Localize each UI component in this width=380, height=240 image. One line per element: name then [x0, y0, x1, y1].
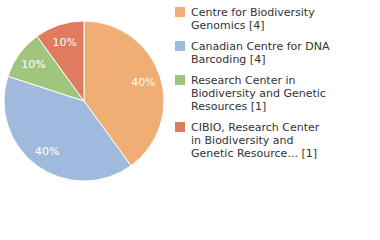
legend-swatch: [175, 7, 185, 17]
legend-label-line: Resources [1]: [191, 100, 266, 113]
legend-item: Canadian Centre for DNABarcoding [4]: [175, 40, 330, 66]
legend-item: CIBIO, Research Centerin Biodiversity an…: [175, 121, 320, 160]
data-label: 40%: [131, 76, 155, 89]
legend-label-line: Centre for Biodiversity: [191, 6, 315, 19]
legend-item: Centre for BiodiversityGenomics [4]: [175, 6, 315, 32]
data-label: 10%: [52, 36, 76, 49]
legend: Centre for BiodiversityGenomics [4] Canad…: [175, 6, 330, 160]
legend-label-line: Genomics [4]: [191, 19, 265, 32]
data-label: 40%: [35, 145, 59, 158]
pie: [4, 21, 164, 181]
legend-label-line: Genetic Resource... [1]: [191, 147, 317, 160]
legend-label: CIBIO, Research Centerin Biodiversity an…: [191, 121, 320, 160]
data-label: 10%: [21, 58, 45, 71]
legend-label-line: in Biodiversity and: [191, 134, 294, 147]
legend-swatch: [175, 75, 185, 85]
legend-label: Canadian Centre for DNABarcoding [4]: [191, 40, 330, 66]
legend-label: Centre for BiodiversityGenomics [4]: [191, 6, 315, 32]
legend-swatch: [175, 41, 185, 51]
chart: 40% 40% 10% 10% Centre for BiodiversityGenom…: [0, 0, 380, 240]
legend-label-line: Biodiversity and Genetic: [191, 87, 326, 100]
legend-label-line: CIBIO, Research Center: [191, 121, 320, 134]
legend-label-line: Canadian Centre for DNA: [191, 40, 330, 53]
legend-label: Research Center inBiodiversity and Genet…: [191, 74, 326, 113]
data-labels: 40% 40% 10% 10%: [21, 36, 155, 159]
legend-label-line: Research Center in: [191, 74, 296, 87]
legend-item: Research Center inBiodiversity and Genet…: [175, 74, 326, 113]
legend-swatch: [175, 122, 185, 132]
legend-label-line: Barcoding [4]: [191, 53, 265, 66]
